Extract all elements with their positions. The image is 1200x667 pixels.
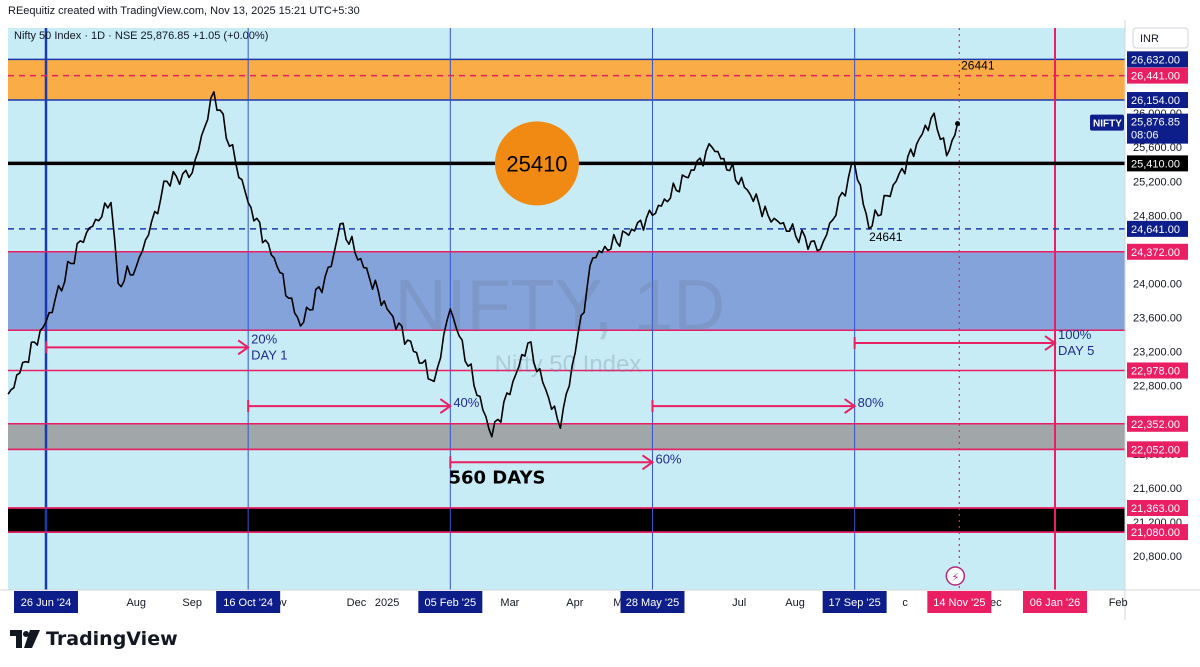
price-tick-label: 21,600.00 xyxy=(1133,483,1182,495)
price-level-tag xyxy=(1127,362,1188,379)
price-level-tag xyxy=(1127,220,1188,237)
event-flash-glyph: ⚡ xyxy=(951,571,959,584)
level-circle-badge xyxy=(494,121,579,206)
tradingview-logo[interactable]: TradingView xyxy=(10,628,178,650)
projection-label: 100% xyxy=(1058,327,1092,342)
date-marker-tag xyxy=(927,591,992,613)
projection-arrow-head xyxy=(844,398,857,414)
level-annotation: 24641 xyxy=(869,230,903,244)
price-level-tag xyxy=(1127,524,1188,541)
date-marker-tag xyxy=(620,591,685,613)
time-tick-label: Apr xyxy=(566,597,583,609)
price-tick-label: 23,600.00 xyxy=(1133,313,1182,325)
price-tick-label: 25,600.00 xyxy=(1133,142,1182,154)
price-level-tag-text: 24,372.00 xyxy=(1131,247,1180,259)
date-marker-tag xyxy=(1023,591,1087,613)
price-tick-label: 25,200.00 xyxy=(1133,176,1182,188)
last-price-tag xyxy=(1127,113,1188,144)
price-level-tag-text: 22,052.00 xyxy=(1131,444,1180,456)
date-marker-tag xyxy=(418,591,483,613)
date-marker-tag xyxy=(14,591,78,613)
symbol-tag-text: NIFTY xyxy=(1093,119,1122,130)
price-level-tag-text: 22,978.00 xyxy=(1131,365,1180,377)
symbol-info: Nifty 50 Index · 1D · NSE 25,876.85 +1.0… xyxy=(14,30,268,42)
last-price-text: 25,876.85 xyxy=(1131,117,1180,129)
time-tick-label: Aug xyxy=(785,597,805,609)
price-zone-2 xyxy=(8,423,1125,450)
price-tick-label: 23,200.00 xyxy=(1133,347,1182,359)
logo-text: TradingView xyxy=(46,628,178,650)
date-marker-text: 14 Nov '25 xyxy=(933,597,985,609)
price-tick-label: 24,000.00 xyxy=(1133,278,1182,290)
price-level-tag-text: 26,154.00 xyxy=(1131,95,1180,107)
time-tick-label: Mar xyxy=(500,597,519,609)
price-level-tag-text: 24,641.00 xyxy=(1131,224,1180,236)
currency-selector[interactable] xyxy=(1132,27,1189,49)
projection-label: DAY 5 xyxy=(1058,343,1094,358)
date-marker-tag xyxy=(822,591,887,613)
price-level-tag-text: 21,363.00 xyxy=(1131,503,1180,515)
date-marker-text: 05 Feb '25 xyxy=(425,597,477,609)
level-annotation: 26441 xyxy=(961,59,995,73)
date-marker-text: 16 Oct '24 xyxy=(223,597,273,609)
price-level-tag xyxy=(1127,415,1188,432)
projection-arrow-head xyxy=(439,398,453,414)
projection-arrow-head xyxy=(1044,335,1057,351)
price-level-tag xyxy=(1127,155,1188,172)
days-count-label: 560 DAYS xyxy=(448,468,545,489)
time-tick-label: Jul xyxy=(732,597,746,609)
event-flash-icon[interactable] xyxy=(945,566,966,586)
projection-label: DAY 1 xyxy=(251,347,287,362)
tradingview-logo-icon xyxy=(10,630,40,648)
price-zone-3 xyxy=(8,507,1125,533)
level-circle-label: 25410 xyxy=(506,151,567,176)
price-level-tag-text: 21,080.00 xyxy=(1131,527,1180,539)
watermark-symbol: NIFTY, 1D xyxy=(395,266,726,346)
price-tick-label: 20,800.00 xyxy=(1133,551,1182,563)
price-tick-label: 24,800.00 xyxy=(1133,210,1182,222)
chart-credit: REequitiz created with TradingView.com, … xyxy=(8,5,360,17)
time-tick-label: Dec xyxy=(347,597,367,609)
price-level-tag xyxy=(1127,51,1188,68)
projection-arrow-head xyxy=(641,454,655,471)
price-level-tag-text: 25,410.00 xyxy=(1131,158,1180,170)
time-tick-label: Sep xyxy=(182,597,202,609)
price-level-tag-text: 22,352.00 xyxy=(1131,419,1180,431)
price-level-tag xyxy=(1127,92,1188,109)
last-price-dot xyxy=(955,121,961,127)
time-tick-label: Aug xyxy=(126,597,146,609)
price-level-tag xyxy=(1127,441,1188,458)
price-level-tag xyxy=(1127,499,1188,516)
projection-arrow-head xyxy=(237,339,250,356)
price-level-tag-text: 26,632.00 xyxy=(1131,54,1180,66)
date-marker-text: 26 Jun '24 xyxy=(21,597,71,609)
time-axis-background xyxy=(0,590,1200,620)
price-zone-0 xyxy=(8,59,1125,101)
currency-label: INR xyxy=(1140,33,1159,45)
price-level-tag xyxy=(1127,243,1188,260)
time-tick-label: c xyxy=(902,597,908,609)
time-tick-label: Feb xyxy=(1109,597,1128,609)
price-level-tag-text: 26,441.00 xyxy=(1131,71,1180,83)
projection-label: 20% xyxy=(251,331,277,346)
projection-label: 40% xyxy=(453,395,479,410)
price-level-tag xyxy=(1127,67,1188,84)
date-marker-text: 17 Sep '25 xyxy=(829,597,881,609)
projection-label: 80% xyxy=(858,395,884,410)
time-tick-label: 2025 xyxy=(375,597,399,609)
symbol-tag xyxy=(1090,114,1124,131)
date-marker-tag xyxy=(216,591,281,613)
price-zone-1 xyxy=(8,251,1125,331)
date-marker-text: 06 Jan '26 xyxy=(1030,597,1080,609)
date-marker-text: 28 May '25 xyxy=(626,597,679,609)
projection-label: 60% xyxy=(655,451,681,466)
bar-countdown-text: 08:06 xyxy=(1131,130,1159,142)
price-series-line xyxy=(7,91,959,438)
price-tick-label: 22,800.00 xyxy=(1133,381,1182,393)
